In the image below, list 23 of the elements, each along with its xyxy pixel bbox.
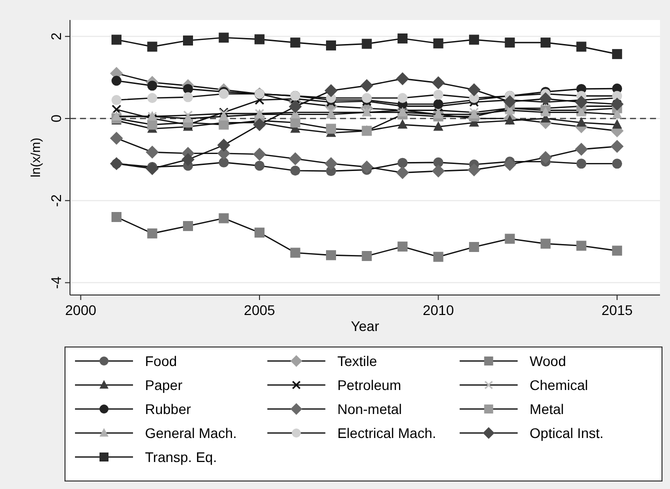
y-tick-label: -2: [48, 194, 64, 207]
x-tick-label: 2010: [422, 302, 454, 318]
x-axis-title: Year: [350, 318, 380, 334]
legend-label: Electrical Mach.: [337, 425, 436, 441]
legend-label: Metal: [530, 401, 564, 417]
legend-label: Wood: [530, 353, 566, 369]
y-tick-label: -4: [48, 276, 64, 289]
y-axis-title: ln(x/m): [28, 138, 43, 178]
x-tick-label: 2000: [65, 302, 97, 318]
legend-label: Optical Inst.: [530, 425, 604, 441]
legend-label: Petroleum: [337, 377, 402, 393]
legend-label: General Mach.: [145, 425, 237, 441]
x-tick-label: 2015: [602, 302, 633, 318]
legend-label: Non-metal: [337, 401, 402, 417]
x-tick-label: 2005: [244, 302, 276, 318]
legend-label: Chemical: [530, 377, 588, 393]
y-tick-label: 2: [48, 32, 64, 40]
legend-label: Rubber: [145, 401, 192, 417]
legend-label: Paper: [145, 377, 183, 393]
legend-label: Transp. Eq.: [145, 449, 217, 465]
legend-label: Food: [145, 353, 177, 369]
y-tick-label: 0: [48, 114, 64, 122]
legend-label: Textile: [337, 353, 378, 369]
